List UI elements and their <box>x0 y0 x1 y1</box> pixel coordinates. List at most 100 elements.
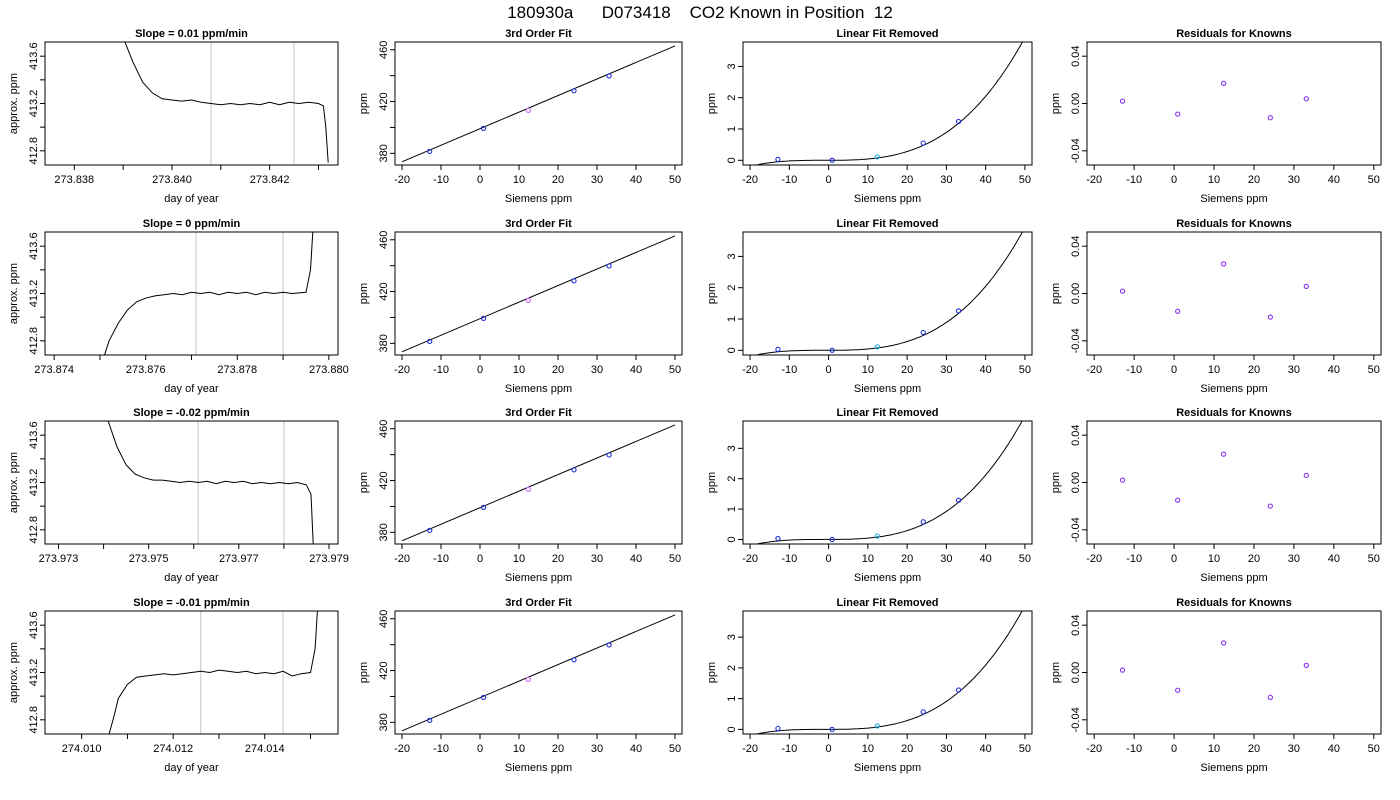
x-axis-label: Siemens ppm <box>854 383 921 395</box>
plot-data <box>124 42 329 163</box>
y-tick-label: 412.8 <box>28 516 40 544</box>
x-tick-label: 20 <box>1248 553 1260 565</box>
x-tick-label: 20 <box>552 553 564 565</box>
x-tick-label: 0 <box>477 174 483 186</box>
y-tick-label: 460 <box>378 610 390 628</box>
panel-residuals-2: Residuals for Knowns -20 -10 0 10 20 30 40 50 -0.… <box>1050 218 1382 395</box>
data-point <box>874 154 880 160</box>
data-point <box>874 344 880 350</box>
x-tick-label: -20 <box>394 364 410 376</box>
fit-curve <box>754 611 1023 734</box>
x-axis-label: day of year <box>164 193 219 205</box>
y-axis-label: ppm <box>706 472 718 493</box>
series-line <box>401 235 676 353</box>
panel-title: Residuals for Knowns <box>1176 597 1292 609</box>
data-point <box>606 73 612 79</box>
x-tick-label: -20 <box>742 364 758 376</box>
x-tick-label: 0 <box>826 553 832 565</box>
y-tick-label: 420 <box>378 282 390 300</box>
x-tick-label: 50 <box>1019 743 1031 755</box>
panel-title: Linear Fit Removed <box>836 597 938 609</box>
x-axis-label: day of year <box>164 383 219 395</box>
data-point <box>1267 314 1274 320</box>
y-axis-label: approx. ppm <box>8 73 20 134</box>
x-tick-label: -10 <box>781 364 797 376</box>
data-point <box>775 535 781 542</box>
x-tick-label: 40 <box>1328 553 1340 565</box>
plot-frame <box>742 420 1033 545</box>
data-point <box>1303 662 1309 669</box>
data-point <box>1220 261 1227 267</box>
x-tick-label: 50 <box>1368 743 1380 755</box>
data-point <box>1267 503 1274 509</box>
x-tick-label: 40 <box>980 743 992 755</box>
y-axis-label: ppm <box>706 93 718 114</box>
x-tick-label: -20 <box>394 743 410 755</box>
y-axis-label: ppm <box>358 472 370 493</box>
panel-linear_removed-4: Linear Fit Removed -20 -10 0 10 20 30 40 50 0 1 2 3 S… <box>706 597 1033 774</box>
x-tick-label: 10 <box>862 553 874 565</box>
x-tick-label: -20 <box>1086 743 1102 755</box>
x-tick-label: 10 <box>513 364 525 376</box>
x-tick-label: 20 <box>552 174 564 186</box>
data-point <box>480 125 487 132</box>
plot-data <box>401 614 676 732</box>
x-tick-label: 273.975 <box>129 553 169 565</box>
y-axis-label: ppm <box>706 283 718 304</box>
y-tick-label: 0.04 <box>1070 614 1082 635</box>
panel-fit-1: 3rd Order Fit -20 -10 0 10 20 30 40 50 380 420 460 S… <box>358 28 683 205</box>
data-point <box>427 527 433 534</box>
y-tick-label: 412.8 <box>28 327 40 355</box>
panel-title: Linear Fit Removed <box>836 28 938 40</box>
x-axis-label: Siemens ppm <box>1200 383 1267 395</box>
y-tick-label: 413.2 <box>28 280 40 308</box>
data-point <box>571 88 577 94</box>
data-point <box>606 263 612 269</box>
y-tick-label: 460 <box>378 420 390 438</box>
x-axis-label: Siemens ppm <box>1200 762 1267 774</box>
y-tick-label: 413.6 <box>28 421 40 449</box>
data-point <box>1220 451 1227 457</box>
data-point <box>1119 477 1126 483</box>
plot-data <box>1119 261 1309 320</box>
y-tick-label: 0 <box>726 536 738 542</box>
x-tick-label: 10 <box>862 174 874 186</box>
data-point <box>1220 640 1227 646</box>
y-tick-label: 0.00 <box>1070 662 1082 683</box>
x-axis-label: Siemens ppm <box>854 762 921 774</box>
y-tick-label: 412.8 <box>28 137 40 165</box>
y-axis-label: ppm <box>1050 93 1062 114</box>
panel-fit-4: 3rd Order Fit -20 -10 0 10 20 30 40 50 380 420 460 S… <box>358 597 683 774</box>
panel-linear_removed-3: Linear Fit Removed -20 -10 0 10 20 30 40 50 0 1 2 3 S… <box>706 407 1033 584</box>
data-point <box>1119 98 1126 104</box>
panel-title: 3rd Order Fit <box>505 218 572 230</box>
panel-slope-3: Slope = -0.02 ppm/min 273.973 273.975 273.9… <box>8 407 349 584</box>
x-tick-label: 273.880 <box>309 364 349 376</box>
plot-frame <box>394 231 683 356</box>
y-tick-label: 420 <box>378 661 390 679</box>
x-tick-label: -20 <box>1086 174 1102 186</box>
data-point <box>1175 687 1181 693</box>
data-point <box>525 486 532 493</box>
x-tick-label: -10 <box>433 174 449 186</box>
y-tick-label: 380 <box>378 334 390 352</box>
data-point <box>955 687 962 693</box>
x-tick-label: -20 <box>1086 364 1102 376</box>
y-tick-label: 0 <box>726 157 738 163</box>
plot-data <box>108 611 318 734</box>
plot-frame <box>742 41 1033 166</box>
x-tick-label: 30 <box>591 743 603 755</box>
plot-data <box>107 421 314 544</box>
panel-slope-4: Slope = -0.01 ppm/min 274.010 274.012 274.0… <box>8 597 339 774</box>
x-tick-label: 0 <box>1171 364 1177 376</box>
data-point <box>571 657 577 663</box>
x-tick-label: 0 <box>1171 553 1177 565</box>
y-tick-label: -0.04 <box>1070 138 1082 163</box>
plot-data <box>1119 640 1309 700</box>
series-line <box>401 614 676 732</box>
x-tick-label: -10 <box>1126 364 1142 376</box>
x-tick-label: 30 <box>591 174 603 186</box>
x-tick-label: 0 <box>826 174 832 186</box>
y-tick-label: 413.2 <box>28 659 40 687</box>
y-tick-label: 0.00 <box>1070 283 1082 304</box>
